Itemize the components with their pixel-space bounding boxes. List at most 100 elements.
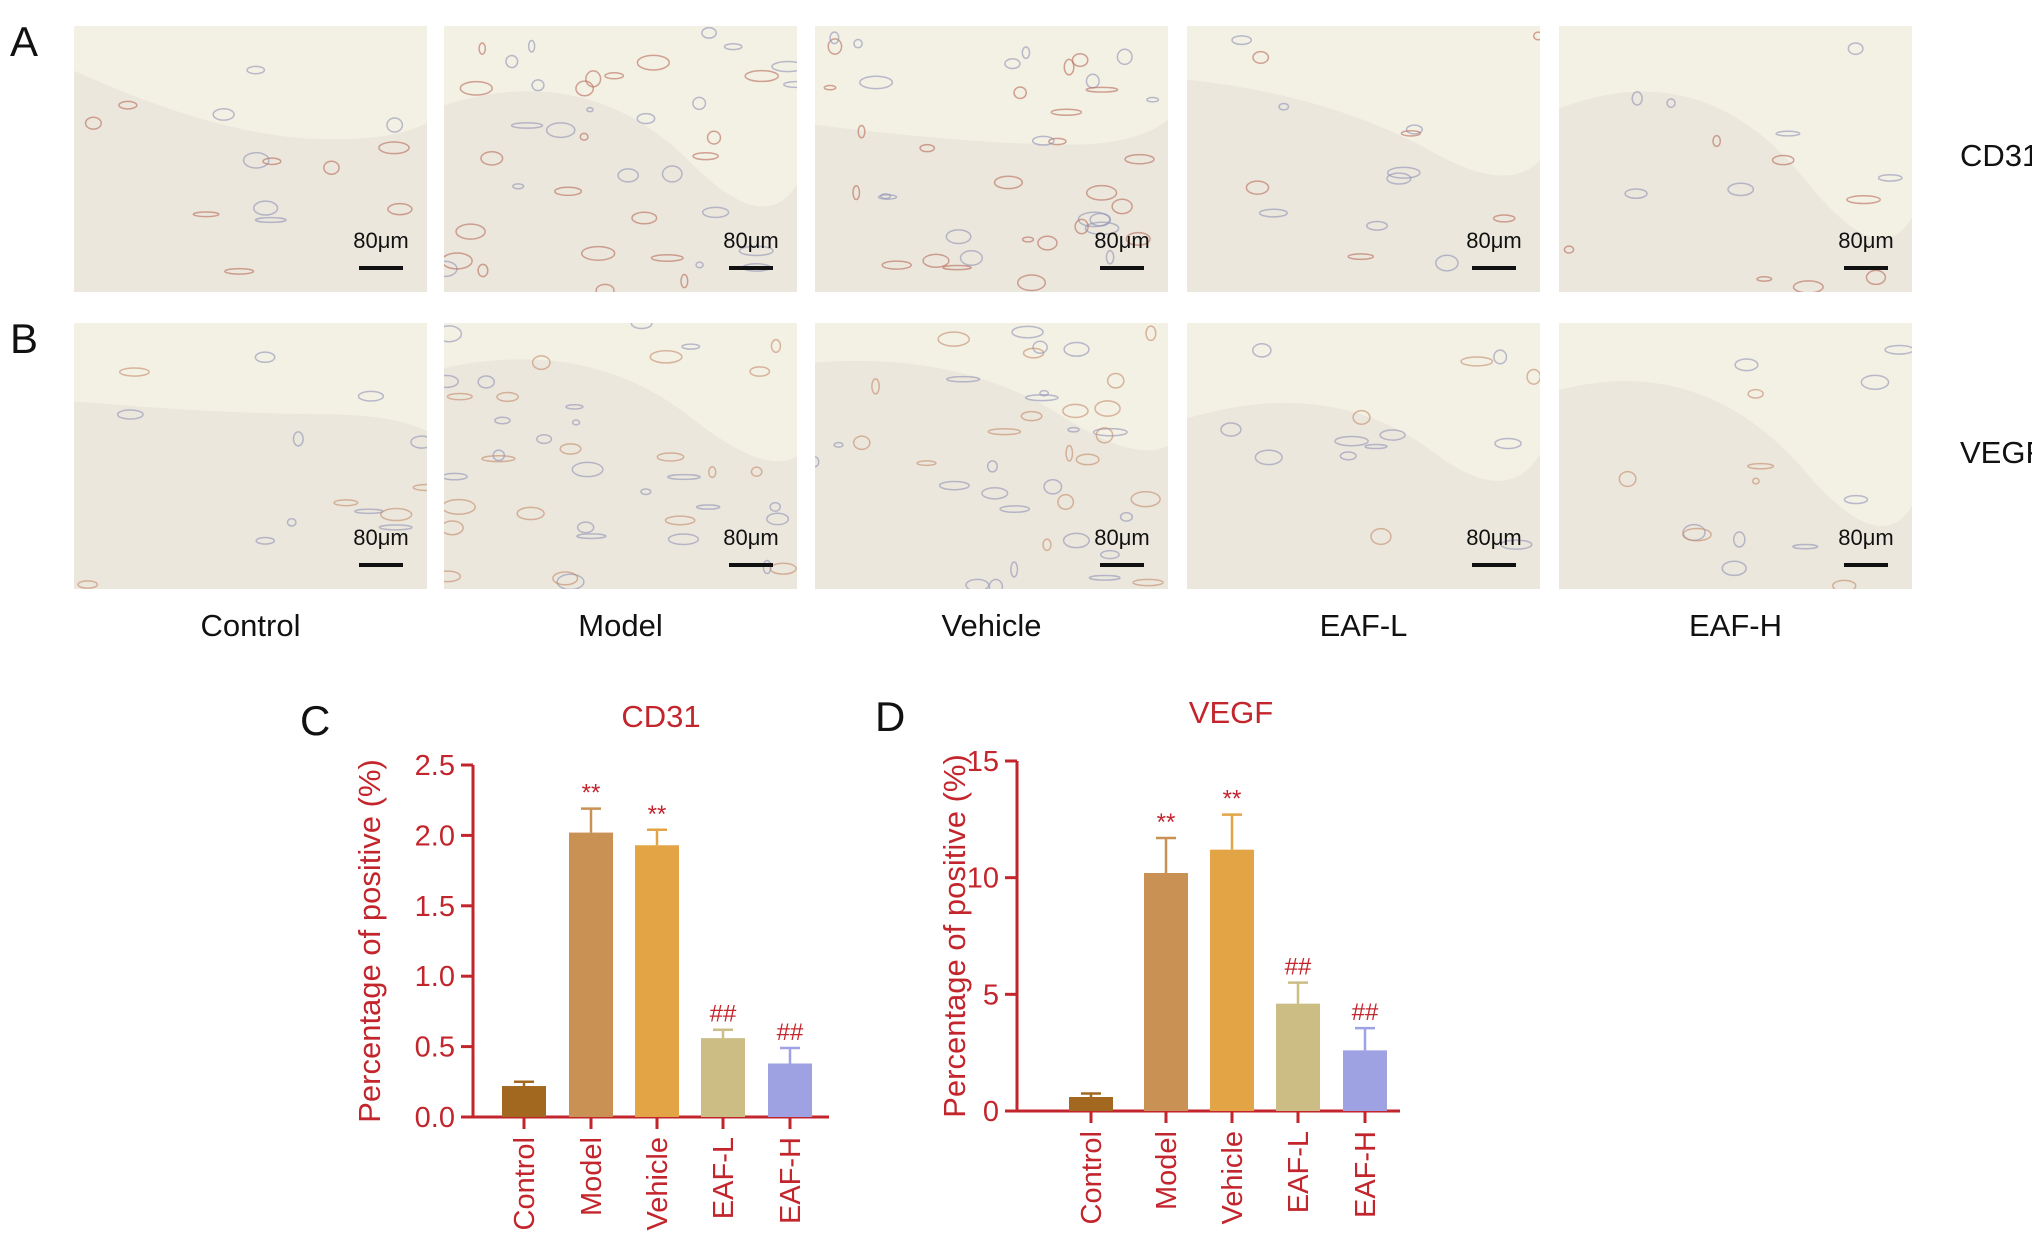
bar — [635, 845, 679, 1117]
tissue-cell — [636, 112, 656, 125]
tissue-cell — [379, 507, 413, 522]
tissue-cell — [1846, 195, 1881, 205]
tissue-cell — [937, 331, 971, 347]
tissue-cell — [636, 54, 670, 71]
significance: ## — [710, 1001, 737, 1028]
tissue-cell — [1435, 254, 1459, 272]
tissue-cell — [762, 559, 772, 575]
bar — [1069, 1097, 1113, 1111]
tissue-cell — [1682, 527, 1712, 542]
scale-bar-label: 80μm — [1466, 228, 1521, 253]
tissue-cell — [1062, 532, 1090, 549]
tissue-cell — [444, 520, 464, 536]
tissue-cell — [252, 200, 279, 216]
tissue-cell — [1124, 153, 1155, 165]
tissue-cell — [981, 487, 1009, 500]
x-tick-label: EAF-L — [708, 1137, 740, 1219]
tissue-lumen — [444, 323, 797, 462]
tissue-cell — [1024, 393, 1059, 402]
tissue-cell — [1624, 188, 1648, 199]
tissue-cell — [1386, 172, 1412, 185]
micrograph — [444, 323, 797, 589]
tissue-cell — [1105, 249, 1115, 265]
bar — [701, 1038, 745, 1117]
tissue-cell — [1231, 35, 1253, 46]
tissue-cell — [477, 263, 489, 278]
column-label: EAF-H — [1689, 608, 1782, 643]
tissue-cell — [576, 521, 595, 534]
tissue-cell — [1843, 494, 1869, 505]
tissue-cell — [1254, 449, 1283, 466]
tissue-cell — [1130, 490, 1161, 508]
tissue-cell — [286, 517, 297, 527]
tissue-cell — [916, 460, 937, 467]
tissue-cell — [695, 261, 704, 269]
scale-bar-label: 80μm — [723, 525, 778, 550]
tissue — [74, 323, 427, 589]
tissue-cell — [1751, 477, 1760, 485]
tissue-cell — [877, 194, 898, 200]
x-tick-label: Vehicle — [642, 1137, 674, 1231]
tissue-cell — [386, 117, 404, 133]
tissue-cell — [516, 506, 545, 521]
tissue-cell — [1492, 214, 1516, 223]
tissue-cell — [681, 343, 701, 350]
tissue-cell — [692, 96, 707, 111]
tissue-cell — [378, 524, 413, 531]
panel-label: A — [10, 18, 38, 65]
tissue-cell — [1031, 135, 1055, 146]
tissue-cell — [1016, 274, 1047, 292]
tissue-cell — [496, 391, 520, 403]
scale-bar-label: 80μm — [353, 228, 408, 253]
tissue-cell — [1022, 347, 1045, 359]
tissue-cell — [1370, 527, 1392, 546]
tissue-cell — [1145, 325, 1157, 342]
tissue-cell — [661, 165, 683, 183]
tissue-cell — [871, 378, 880, 395]
micrograph — [1187, 323, 1540, 589]
tissue-cell — [942, 264, 972, 271]
tissue-cell — [1460, 356, 1494, 367]
tissue-cell — [695, 504, 721, 510]
tissue-cell — [1618, 470, 1637, 488]
tissue-cell — [1011, 325, 1044, 339]
bar — [1343, 1050, 1387, 1111]
scale-bar-label: 80μm — [1094, 525, 1149, 550]
tissue-cell — [1732, 531, 1746, 548]
tissue-cell — [1111, 198, 1133, 215]
tissue-cell — [1405, 124, 1423, 135]
tissue-cell — [1089, 212, 1112, 227]
tissue-cell — [1063, 341, 1090, 357]
y-tick-label: 10 — [967, 863, 999, 895]
tissue-cell — [1043, 478, 1063, 495]
tissue-cell — [1860, 374, 1890, 390]
column-label: Vehicle — [942, 608, 1042, 643]
tissue-cell — [649, 350, 683, 364]
tissue-cell — [770, 338, 782, 354]
tissue-cell — [1252, 343, 1272, 358]
tissue-cell — [1865, 269, 1887, 286]
tissue-cell — [852, 185, 861, 201]
tissue-cell — [554, 186, 583, 197]
scale-bar-label: 80μm — [723, 228, 778, 253]
tissue-cell — [262, 157, 282, 166]
tissue-lumen — [1187, 26, 1540, 176]
scale-bar-label: 80μm — [1094, 228, 1149, 253]
tissue-cell — [323, 160, 340, 175]
tissue-cell — [701, 26, 717, 39]
tissue-cell — [494, 416, 511, 425]
tissue-cell — [536, 434, 553, 445]
tissue-cell — [988, 578, 1004, 589]
tissue-cell — [1125, 231, 1151, 246]
tissue-cell — [224, 267, 255, 275]
significance: ** — [1157, 809, 1176, 836]
significance: ## — [777, 1019, 804, 1046]
tissue-cell — [829, 31, 840, 45]
tissue-cell — [1721, 560, 1747, 577]
y-tick-label: 5 — [983, 979, 999, 1011]
significance: ## — [1285, 954, 1312, 981]
tissue-cell — [1352, 409, 1371, 425]
tissue-cell — [881, 260, 912, 270]
tissue-cell — [1245, 180, 1270, 195]
tissue-cell — [1119, 511, 1134, 522]
